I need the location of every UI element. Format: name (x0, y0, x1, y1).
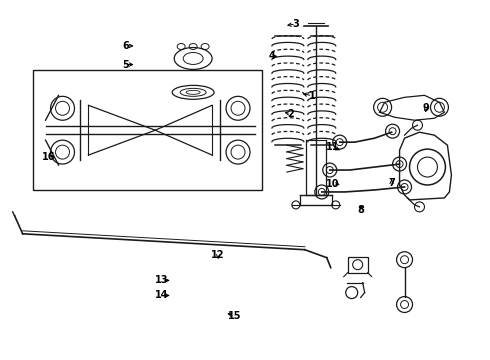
Text: 14: 14 (155, 291, 169, 301)
Text: 7: 7 (388, 177, 395, 188)
Text: 4: 4 (269, 51, 276, 61)
Polygon shape (399, 132, 451, 200)
Text: 3: 3 (293, 19, 299, 29)
Text: 12: 12 (211, 250, 225, 260)
Text: 8: 8 (358, 206, 365, 216)
Circle shape (59, 149, 66, 155)
Bar (33, 71, 262, 190)
Circle shape (59, 105, 66, 111)
Text: 13: 13 (155, 275, 169, 285)
Text: 2: 2 (288, 109, 294, 119)
Polygon shape (380, 95, 444, 120)
Text: 6: 6 (122, 41, 129, 51)
Text: 16: 16 (42, 152, 55, 162)
Text: 1: 1 (309, 91, 316, 101)
Circle shape (235, 105, 241, 111)
Text: 5: 5 (122, 59, 129, 69)
Text: 15: 15 (227, 311, 241, 320)
Text: 10: 10 (326, 179, 340, 189)
Circle shape (235, 149, 241, 155)
Text: 9: 9 (422, 103, 429, 113)
Text: 11: 11 (326, 142, 340, 152)
Bar (348, 257, 368, 273)
